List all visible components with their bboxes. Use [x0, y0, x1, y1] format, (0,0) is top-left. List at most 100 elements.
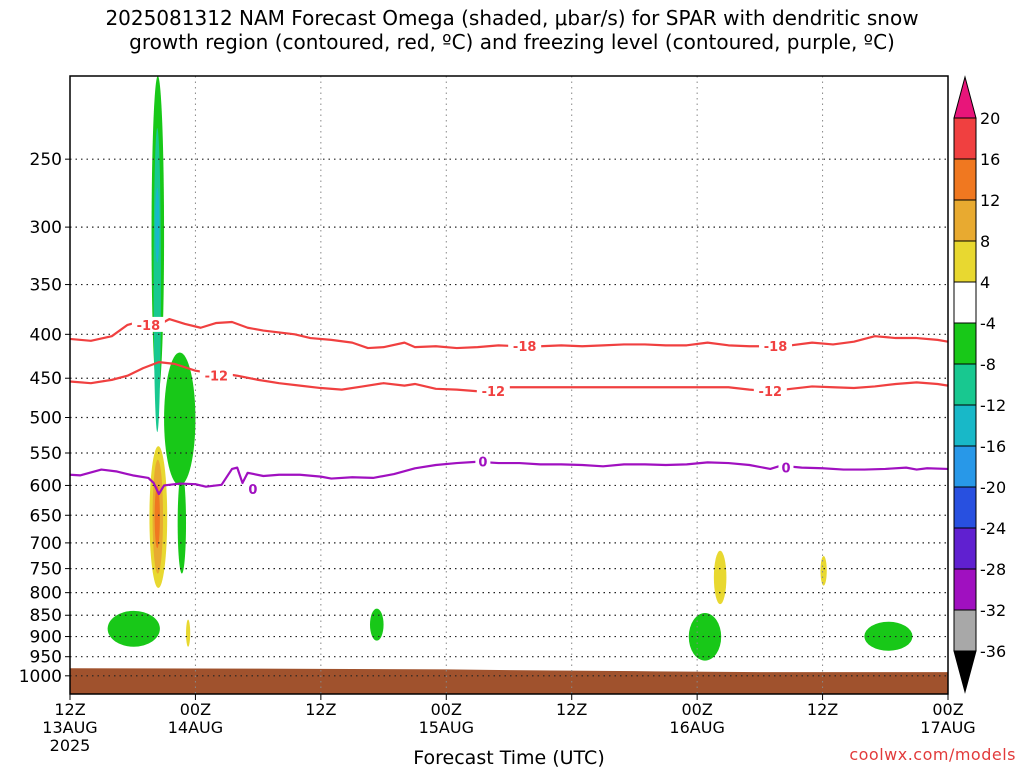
- y-tick-label: 300: [30, 218, 62, 238]
- y-tick-label: 400: [30, 325, 62, 345]
- colorbar-tick-label: -16: [980, 437, 1006, 456]
- y-tick-label: 700: [30, 534, 62, 554]
- colorbar-bin: [953, 363, 977, 406]
- omega-region: [153, 128, 161, 433]
- contour-label: -18: [137, 319, 161, 334]
- colorbar-bin: [953, 527, 977, 570]
- x-axis-label: Forecast Time (UTC): [413, 747, 604, 768]
- colorbar-tick-label: -36: [980, 642, 1006, 661]
- omega-region: [864, 621, 913, 651]
- colorbar-bin: [953, 322, 977, 365]
- colorbar-tick-label: -8: [980, 355, 996, 374]
- omega-region: [177, 472, 187, 574]
- terrain-layer: [70, 668, 948, 694]
- contour-line: [69, 460, 949, 496]
- colorbar-bin: [953, 199, 977, 242]
- colorbar-tick-label: -12: [980, 396, 1006, 415]
- x-tick-label-line: 17AUG: [920, 718, 975, 737]
- contour-lines: -18 -18 -18 -12 -12 -12 0 0 0: [69, 316, 949, 498]
- x-tick-label: 12Z 13AUG 2025: [42, 700, 97, 755]
- omega-region: [154, 485, 160, 549]
- colorbar-tick-label: -28: [980, 560, 1006, 579]
- y-tick-label: 250: [30, 150, 62, 170]
- colorbar-bin: [953, 486, 977, 529]
- contour-label-background: [476, 383, 510, 399]
- x-tick-label: 12Z: [305, 700, 336, 719]
- contour-label: -12: [205, 370, 229, 385]
- x-tick-label: 12Z: [807, 700, 838, 719]
- x-tick-label-line: 00Z: [932, 700, 963, 719]
- contour-label: 0: [781, 462, 790, 477]
- contour-label-background: [778, 459, 794, 475]
- colorbar-bin: [953, 650, 977, 694]
- x-tick-label: 00Z 15AUG: [419, 700, 474, 737]
- colorbar-bin: [953, 404, 977, 447]
- omega-region: [369, 608, 384, 641]
- y-tick-label: 500: [30, 408, 62, 428]
- contour-label: -18: [764, 340, 788, 355]
- contour-label-background: [475, 453, 491, 469]
- colorbar-tick-label: -20: [980, 478, 1006, 497]
- credit-text: coolwx.com/models: [849, 745, 1016, 764]
- contour-label-background: [508, 338, 542, 354]
- colorbar-bin: [953, 609, 977, 652]
- colorbar-bin: [953, 75, 977, 119]
- x-tick-label-line: 14AUG: [168, 718, 223, 737]
- colorbar-tick-label: 12: [980, 191, 1000, 210]
- y-tick-label: 800: [30, 584, 62, 604]
- grid-lines: [70, 76, 948, 694]
- x-tick-label: 00Z 14AUG: [168, 700, 223, 737]
- contour-label-background: [759, 338, 793, 354]
- colorbar-bin: [953, 240, 977, 283]
- x-tick-label-line: 12Z: [556, 700, 587, 719]
- colorbar-tick-label: -4: [980, 314, 996, 333]
- omega-region: [186, 619, 191, 647]
- x-tick-label: 00Z 17AUG: [920, 700, 975, 737]
- colorbar-bin: [953, 445, 977, 488]
- colorbar-tick-label: -24: [980, 519, 1006, 538]
- x-tick-label-line: 12Z: [807, 700, 838, 719]
- axes: 2503003504004505005506006507007508008509…: [19, 75, 976, 755]
- contour-line: [69, 318, 949, 350]
- x-tick-label-line: 00Z: [681, 700, 712, 719]
- colorbar-tick-label: 4: [980, 273, 990, 292]
- y-tick-label: 450: [30, 369, 62, 389]
- colorbar-bin: [953, 281, 977, 324]
- colorbar-tick-label: 20: [980, 109, 1000, 128]
- x-tick-label: 12Z: [556, 700, 587, 719]
- contour-label-background: [131, 316, 165, 332]
- contour-label: -12: [482, 385, 506, 400]
- colorbar-tick-label: -32: [980, 601, 1006, 620]
- omega-region: [164, 352, 196, 486]
- chart-title-line1: 2025081312 NAM Forecast Omega (shaded, μ…: [105, 6, 919, 30]
- y-tick-label: 850: [30, 606, 62, 626]
- x-tick-label-line: 13AUG: [42, 718, 97, 737]
- y-tick-label: 750: [30, 560, 62, 580]
- omega-region: [155, 187, 160, 263]
- y-tick-label: 350: [30, 276, 62, 296]
- contour-label: -18: [513, 340, 537, 355]
- x-tick-label-line: 16AUG: [669, 718, 724, 737]
- x-tick-label-line: 00Z: [180, 700, 211, 719]
- y-tick-label: 1000: [19, 667, 62, 687]
- contour-label-background: [245, 481, 261, 497]
- contour-label: 0: [478, 456, 487, 471]
- y-tick-label: 950: [30, 648, 62, 668]
- y-tick-label: 600: [30, 476, 62, 496]
- plot-frame: [69, 75, 949, 695]
- colorbar-bin: [953, 158, 977, 201]
- omega-shading: [107, 76, 913, 661]
- y-tick-label: 900: [30, 628, 62, 648]
- x-tick-label-line: 00Z: [431, 700, 462, 719]
- colorbar-tick-label: 16: [980, 150, 1000, 169]
- omega-region: [820, 555, 827, 586]
- omega-region: [688, 613, 722, 661]
- terrain-ground: [70, 668, 948, 694]
- contour-label: 0: [248, 483, 257, 498]
- contour-label-background: [753, 383, 787, 399]
- omega-region: [713, 550, 727, 605]
- colorbar-tick-label: 8: [980, 232, 990, 251]
- contour-label: -12: [759, 385, 783, 400]
- contour-label-background: [199, 367, 233, 383]
